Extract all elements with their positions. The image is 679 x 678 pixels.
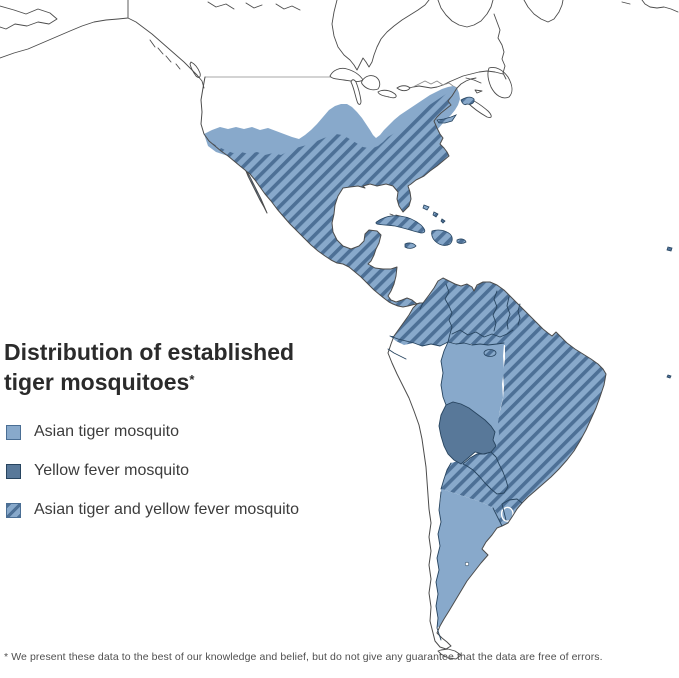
florida-keys xyxy=(389,213,401,217)
legend-label: Yellow fever mosquito xyxy=(34,462,190,479)
puerto-rico-island xyxy=(456,238,467,244)
patagonia-lake-dot xyxy=(464,561,470,567)
asian-tiger-swatch-icon xyxy=(6,424,21,440)
legend-item-asian-tiger: Asian tiger mosquito xyxy=(6,423,299,441)
lesser-antilles-specks xyxy=(666,246,673,379)
title-line-1: Distribution of established xyxy=(4,339,295,365)
parana-river-border xyxy=(492,507,503,527)
us-canada-border xyxy=(205,76,458,89)
jamaica-island xyxy=(404,242,417,249)
region-na-both-hatched xyxy=(209,90,455,307)
greenland-fragment xyxy=(621,0,679,13)
legend-item-both-species: Asian tiger and yellow fever mosquito xyxy=(6,501,299,519)
tierra-del-fuego-outline xyxy=(437,648,462,660)
yellow-fever-swatch-icon xyxy=(6,463,21,479)
labrador-coastline xyxy=(493,13,507,80)
both-species-swatch-icon xyxy=(6,502,21,518)
great-lakes xyxy=(329,67,411,105)
newfoundland-outline xyxy=(465,67,513,99)
title-asterisk: * xyxy=(189,372,195,387)
region-west-brazil-asian-tiger xyxy=(441,342,504,447)
amazon-hatched-patch xyxy=(483,349,497,357)
vancouver-island-outline xyxy=(189,61,201,78)
region-sa-both-hatched xyxy=(390,278,606,526)
ungava-quebec-outline xyxy=(437,0,494,28)
cuba-island xyxy=(375,215,426,234)
long-island xyxy=(436,114,458,124)
page-title: Distribution of established tiger mosqui… xyxy=(4,338,334,396)
legend-item-yellow-fever: Yellow fever mosquito xyxy=(6,462,299,480)
footnote: * We present these data to the best of o… xyxy=(4,651,603,663)
arctic-coast-fragments xyxy=(207,1,301,11)
north-america-atlantic-coastline xyxy=(331,87,458,305)
hudson-bay-outline xyxy=(331,0,430,71)
paraguay-border xyxy=(462,451,509,495)
uruguay-border xyxy=(501,498,523,521)
baffin-fragment xyxy=(523,0,564,23)
legend-label: Asian tiger mosquito xyxy=(34,423,179,440)
bahamas-islands xyxy=(422,204,446,224)
hispaniola-island xyxy=(431,229,453,246)
st-lawrence-river xyxy=(408,70,504,89)
alaska-coastline xyxy=(0,0,205,89)
cape-cod xyxy=(460,96,475,106)
country-borders xyxy=(387,283,523,641)
north-america-pacific-coastline xyxy=(200,76,424,308)
region-argentina-asian-tiger xyxy=(436,489,502,628)
map-legend: Asian tiger mosquito Yellow fever mosqui… xyxy=(6,423,299,540)
legend-label: Asian tiger and yellow fever mosquito xyxy=(34,501,300,518)
chile-argentina-border xyxy=(435,491,442,641)
title-line-2: tiger mosquitoes* xyxy=(4,369,195,395)
